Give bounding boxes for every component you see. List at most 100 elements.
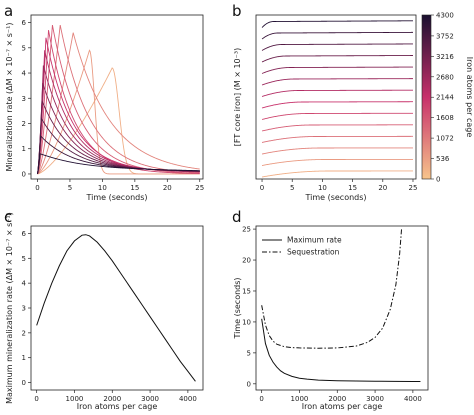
panel-b: 0 5 10 15 20 25 Time (seconds) [FT core iron] (… <box>233 12 474 203</box>
panel-d-ytick-label: 20 <box>242 257 251 265</box>
panel-c-xtick-label: 3000 <box>141 395 159 403</box>
panel-c: 0 1000 2000 3000 4000 0 1 2 3 4 5 6 Iron atoms per c… <box>5 212 204 411</box>
panel-b-series-line <box>261 124 413 132</box>
panel-c-ytick-label: 6 <box>22 230 27 238</box>
panel-a-series-line <box>37 65 200 175</box>
panel-b-colorbar-tick-label: 3752 <box>436 32 454 40</box>
panel-d-xtick-label: 2000 <box>328 395 346 403</box>
panel-d-ytick-label: 25 <box>242 226 251 234</box>
panel-b-colorbar-tick-label: 1608 <box>436 114 454 122</box>
panel-a-ytick-label: 3 <box>22 95 26 103</box>
panel-a-series-line <box>37 67 200 175</box>
panel-c-xtick-label: 0 <box>34 395 38 403</box>
panel-b-series-line <box>261 101 413 109</box>
panel-b-series-line <box>261 135 413 143</box>
panel-d-frame <box>255 225 429 391</box>
panel-a-xtick-label: 20 <box>163 184 172 192</box>
panel-b-colorbar-tick-label: 2680 <box>436 73 454 81</box>
panel-b-series-line <box>261 147 413 155</box>
panel-a-ytick-label: 0 <box>22 170 26 178</box>
panel-b-series-line <box>261 43 413 51</box>
panel-b-xtick-label: 25 <box>409 184 418 192</box>
panel-a-xtick-label: 5 <box>68 184 72 192</box>
panel-a-ytick-label: 2 <box>22 120 26 128</box>
panel-b-series-line <box>261 78 413 86</box>
panel-b-series-line <box>261 112 413 120</box>
panel-b-series-line <box>261 55 413 63</box>
panel-a-ylabel: Mineralization rate (ΔM × 10⁻⁷ × s⁻¹) <box>5 23 14 172</box>
panel-c-ytick-label: 3 <box>22 305 26 313</box>
panel-b-xtick-label: 0 <box>260 184 264 192</box>
panel-c-xlabel: Iron atoms per cage <box>77 402 158 411</box>
panel-a: 0 5 10 15 20 25 0 1 2 3 4 5 6 Time (seconds) Mineraliz… <box>5 14 204 202</box>
panel-letter-d: d <box>232 208 242 226</box>
panel-d-ytick-label: 0 <box>247 380 251 388</box>
panel-b-colorbar-tick-label: 536 <box>436 155 450 163</box>
panel-d-ylabel: Time (seconds) <box>233 277 242 339</box>
panel-d-ytick-label: 10 <box>242 318 251 326</box>
panel-b-xtick-label: 15 <box>348 184 357 192</box>
panel-b-colorbar-tick-label: 1072 <box>436 135 454 143</box>
panel-b-xtick-label: 10 <box>318 184 327 192</box>
panel-a-series-line <box>37 153 200 175</box>
panel-d-line-maximum-rate <box>261 318 421 383</box>
panel-a-ytick-label: 4 <box>22 70 27 78</box>
panel-b-xlabel: Time (seconds) <box>304 193 366 202</box>
panel-c-ytick-label: 2 <box>22 329 26 337</box>
panel-d-ytick-label: 15 <box>242 287 251 295</box>
panel-a-series-line <box>37 49 200 175</box>
panel-c-xtick-label: 2000 <box>103 395 121 403</box>
panel-d-line-sequestration <box>261 229 403 349</box>
panel-b-series-line <box>261 89 413 97</box>
panel-b-series-line <box>261 31 413 40</box>
panel-b-colorbar <box>421 14 432 180</box>
panel-c-ytick-label: 1 <box>22 354 26 362</box>
panel-b-frame <box>255 14 417 180</box>
panel-b-series-line <box>261 20 413 28</box>
panel-letter-a: a <box>4 2 13 20</box>
panel-d-legend: Maximum rate Sequestration <box>262 236 342 257</box>
panel-c-line <box>36 234 196 382</box>
panel-b-xtick-label: 5 <box>290 184 294 192</box>
panel-c-frame <box>30 225 204 391</box>
panel-d-ytick-label: 5 <box>247 349 251 357</box>
panel-d: 0 1000 2000 3000 4000 0 5 10 15 20 25 Iron atoms pe… <box>233 225 429 411</box>
panel-b-ylabel: [FT core iron] (M × 10⁻³) <box>233 48 242 146</box>
panel-b-series-line <box>261 66 413 74</box>
panel-a-ytick-label: 6 <box>22 19 27 27</box>
panel-a-series-line <box>37 135 200 175</box>
panel-a-xlabel: Time (seconds) <box>85 193 147 202</box>
panel-a-xtick-label: 25 <box>195 184 204 192</box>
panel-d-legend-label: Maximum rate <box>287 236 342 245</box>
panel-c-ylabel: Maximum mineralization rate (ΔM × 10⁻⁷ ×… <box>5 212 14 404</box>
panel-a-series-line <box>37 25 200 175</box>
panel-letter-b: b <box>232 2 242 20</box>
panel-a-xtick-label: 10 <box>98 184 107 192</box>
panel-b-series-line <box>261 170 413 178</box>
panel-b-colorbar-tick-label: 3216 <box>436 53 454 61</box>
panel-b-colorbar-tick-label: 2144 <box>436 94 454 102</box>
panel-d-legend-label: Sequestration <box>287 248 340 257</box>
panel-c-xtick-label: 1000 <box>66 395 84 403</box>
panel-d-xtick-label: 3000 <box>366 395 384 403</box>
panel-a-frame <box>30 14 204 180</box>
panel-c-ytick-label: 4 <box>22 280 27 288</box>
panel-d-xtick-label: 4000 <box>404 395 422 403</box>
panel-b-series-line <box>261 158 413 166</box>
panel-d-xtick-label: 1000 <box>291 395 309 403</box>
panel-b-xtick-label: 20 <box>378 184 387 192</box>
panel-a-ytick-label: 5 <box>22 44 26 52</box>
panel-c-ytick-label: 0 <box>22 379 26 387</box>
panel-b-colorbar-tick-label: 0 <box>436 176 440 184</box>
panel-c-ytick-label: 5 <box>22 255 26 263</box>
panel-a-ytick-label: 1 <box>22 145 26 153</box>
panel-letter-c: c <box>4 208 12 226</box>
panel-d-xtick-label: 0 <box>259 395 263 403</box>
panel-a-xtick-label: 0 <box>35 184 39 192</box>
panel-a-xtick-label: 15 <box>130 184 139 192</box>
panel-c-xtick-label: 4000 <box>179 395 197 403</box>
panel-d-xlabel: Iron atoms per cage <box>302 402 383 411</box>
panel-b-colorbar-tick-label: 4300 <box>436 12 454 20</box>
panel-b-colorbar-label: Iron atoms per cage <box>465 57 474 138</box>
